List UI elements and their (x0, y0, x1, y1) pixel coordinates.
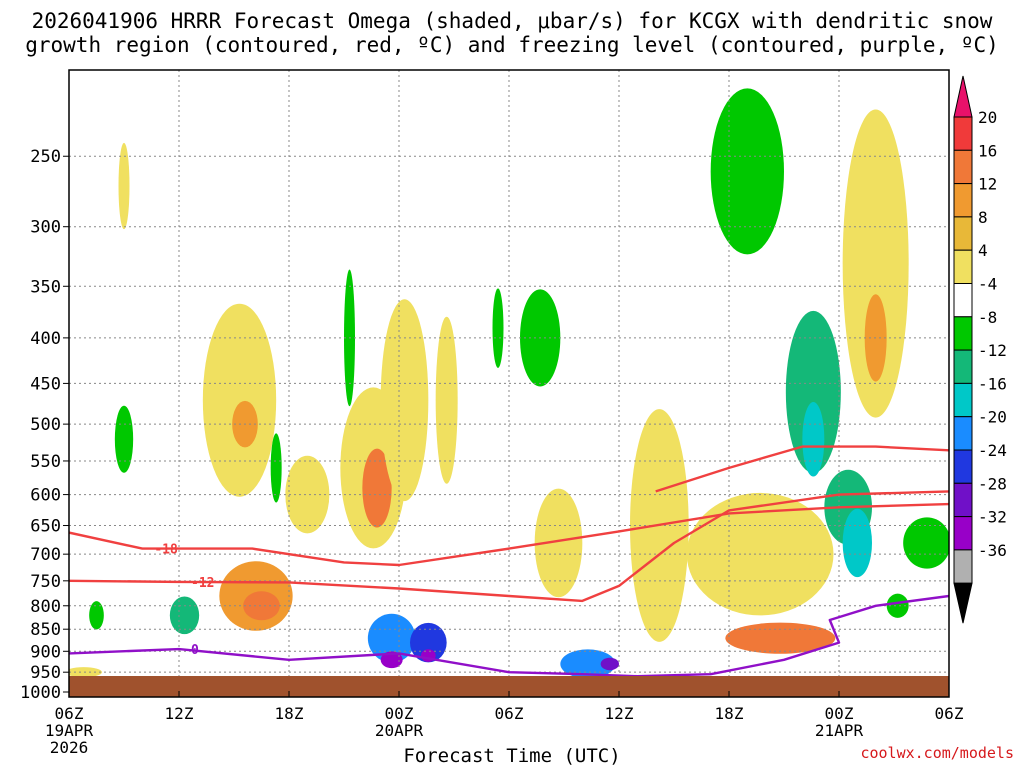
y-tick-label: 1000 (20, 683, 61, 703)
omega-region (600, 657, 619, 671)
colorbar-swatch (953, 549, 973, 584)
colorbar-swatch (953, 382, 973, 418)
colorbar-swatch (953, 349, 973, 384)
omega-region (380, 299, 429, 502)
colorbar-swatch (953, 249, 973, 284)
y-tick-label: 800 (30, 597, 61, 617)
x-tick-label: 18Z (275, 704, 304, 723)
colorbar-top-arrow (953, 75, 973, 118)
omega-region (367, 613, 416, 663)
omega-region (270, 433, 282, 503)
colorbar-swatch (953, 516, 973, 551)
y-tick-label: 750 (30, 572, 61, 592)
y-tick-label: 400 (30, 329, 61, 349)
dgz-minus18-label: -18 (154, 543, 178, 558)
y-tick-label: 500 (30, 415, 61, 435)
y-tick-label: 650 (30, 517, 61, 537)
y-tick-label: 550 (30, 452, 61, 472)
colorbar-swatch (953, 149, 973, 185)
x-tick-label: 12Z (605, 704, 634, 723)
colorbar-swatch (953, 482, 973, 518)
colorbar-label: -28 (978, 474, 1007, 493)
omega-region (842, 109, 909, 418)
y-tick-label: 300 (30, 218, 61, 238)
colorbar-swatch (953, 116, 973, 151)
site-credit[interactable]: coolwx.com/models (860, 744, 1014, 762)
x-tick-label: 18Z (715, 704, 744, 723)
omega-region (903, 517, 949, 569)
x-tick-label: 00Z (385, 704, 414, 723)
dgz-minus12-upper-line (655, 445, 949, 493)
colorbar-label: 8 (978, 208, 988, 227)
colorbar-label: -8 (978, 308, 997, 327)
colorbar-label: 12 (978, 175, 997, 194)
omega-region (89, 601, 104, 630)
omega-region (380, 651, 403, 669)
x-tick-label: 00Z (825, 704, 854, 723)
x-tick-label: 06Z (495, 704, 524, 723)
omega-region (435, 316, 458, 484)
colorbar-bottom-arrow (953, 582, 973, 624)
colorbar-swatch (953, 283, 973, 318)
dgz-minus12-line (69, 490, 949, 603)
x-tick-label: 06Z (935, 704, 964, 723)
omega-region (560, 649, 616, 679)
omega-region (842, 508, 872, 578)
omega-region (710, 88, 784, 255)
colorbar-label: 20 (978, 108, 997, 127)
x-axis-label: Forecast Time (UTC) (403, 745, 621, 767)
colorbar-swatch (953, 416, 973, 451)
omega-region (534, 488, 583, 598)
colorbar-swatch (953, 216, 973, 251)
colorbar-label: -20 (978, 408, 1007, 427)
colorbar-swatch (953, 449, 973, 484)
x-tick-label: 12Z (165, 704, 194, 723)
omega-region (492, 288, 504, 368)
colorbar-label: -32 (978, 508, 1007, 527)
omega-region (410, 622, 447, 663)
dgz-minus18-line (69, 502, 949, 567)
omega-region (114, 405, 134, 473)
omega-region (362, 448, 392, 528)
omega-region (243, 591, 280, 621)
x-tick-label: 06Z (55, 704, 84, 723)
y-tick-label: 700 (30, 545, 61, 565)
x-tick-label: 19APR (45, 721, 94, 740)
omega-region (285, 455, 330, 534)
y-tick-label: 850 (30, 620, 61, 640)
x-tick-label: 21APR (815, 721, 864, 740)
colorbar-swatch (953, 183, 973, 218)
colorbar-label: 4 (978, 241, 988, 260)
x-tick-label: 2026 (50, 738, 89, 757)
colorbar-label: -16 (978, 374, 1007, 393)
pressure-axis: 2503003504004505005506006507007508008509… (20, 147, 69, 703)
colorbar-label: -24 (978, 441, 1007, 460)
y-tick-label: 250 (30, 147, 61, 167)
x-tick-label: 20APR (375, 721, 424, 740)
colorbar: 20 16 12 8 4 -4 -8 -12 -16 -20 -24 -28 -32 -36 (953, 75, 1007, 624)
omega-region (725, 622, 836, 654)
chart-title-line2: growth region (contoured, red, ºC) and f… (25, 33, 999, 57)
colorbar-label: -36 (978, 541, 1007, 560)
y-tick-label: 450 (30, 374, 61, 394)
omega-region (785, 310, 841, 473)
omega-region (118, 142, 130, 230)
colorbar-label: 16 (978, 141, 997, 160)
y-tick-label: 600 (30, 486, 61, 506)
colorbar-label: -12 (978, 341, 1007, 360)
colorbar-swatch (953, 316, 973, 351)
omega-region (169, 596, 200, 635)
omega-region (802, 402, 825, 477)
y-tick-label: 900 (30, 642, 61, 662)
dgz-minus12-label: -12 (191, 576, 214, 591)
y-tick-label: 950 (30, 663, 61, 683)
colorbar-label: -4 (978, 275, 997, 294)
omega-region (202, 303, 277, 497)
omega-region (886, 593, 909, 618)
y-tick-label: 350 (30, 277, 61, 297)
freezing-level-label: 0 (191, 643, 199, 658)
chart-title-line1: 2026041906 HRRR Forecast Omega (shaded, … (31, 9, 993, 33)
